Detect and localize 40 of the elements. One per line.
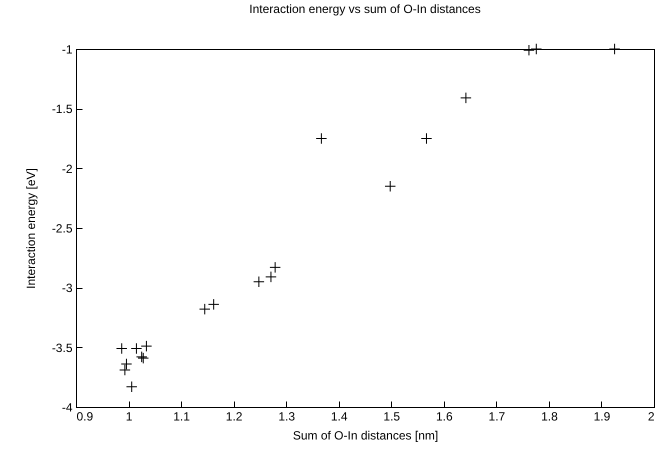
- x-tick-label: 0.9: [76, 410, 94, 424]
- y-tick-label: -2.5: [52, 222, 73, 236]
- x-tick-label: 1.5: [383, 410, 400, 424]
- point: [116, 342, 128, 354]
- x-tick-label: 1.2: [226, 410, 243, 424]
- point: [269, 262, 281, 274]
- y-tick-label: -3: [62, 281, 73, 296]
- y-tick-label: -3.5: [52, 340, 73, 355]
- point: [460, 92, 472, 104]
- chart-title: Interaction energy vs sum of O-In distances: [249, 2, 481, 16]
- point: [316, 132, 328, 144]
- point: [120, 358, 132, 370]
- x-tick-label: 1.7: [488, 410, 506, 424]
- point: [198, 303, 210, 315]
- point: [523, 44, 535, 56]
- point: [140, 340, 152, 352]
- point: [530, 43, 542, 55]
- point: [608, 43, 620, 55]
- x-tick-label: 1.9: [594, 410, 611, 424]
- y-tick-label: -1: [62, 42, 73, 56]
- point: [208, 298, 220, 310]
- x-tick-label: 1.8: [541, 410, 558, 424]
- y-tick-label: -2: [62, 162, 73, 176]
- point: [119, 364, 131, 376]
- point: [130, 342, 142, 354]
- y-tick-label: -1.5: [52, 102, 73, 116]
- point: [126, 380, 138, 392]
- point: [420, 132, 432, 144]
- x-tick-label: 2: [648, 410, 655, 424]
- y-axis-title: Interaction energy [eV]: [24, 168, 38, 289]
- point: [253, 276, 265, 288]
- x-tick-label: 1.1: [173, 410, 190, 424]
- point: [265, 271, 277, 283]
- x-tick-label: 1.4: [330, 410, 348, 424]
- point: [384, 180, 396, 192]
- x-tick-label: 1.3: [278, 410, 296, 424]
- y-tick-label: -4: [62, 400, 73, 414]
- x-tick-label: 1.6: [436, 410, 453, 424]
- x-tick-label: 1: [126, 410, 133, 424]
- x-axis-title: Sum of O-In distances [nm]: [292, 428, 438, 442]
